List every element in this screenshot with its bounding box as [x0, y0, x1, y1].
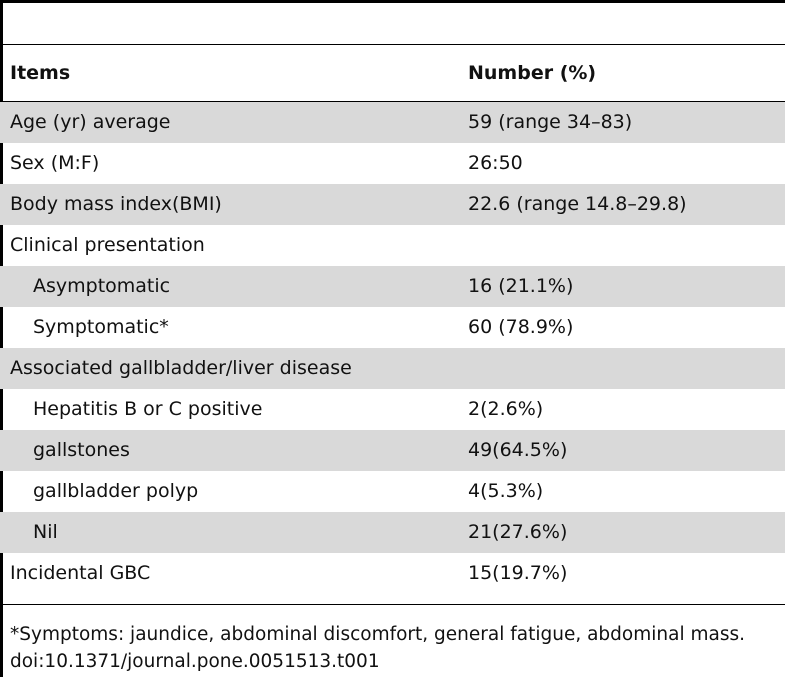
table-footnote: *Symptoms: jaundice, abdominal discomfor… [10, 624, 745, 645]
row-value: 21(27.6%) [468, 521, 568, 543]
row-value: 16 (21.1%) [468, 275, 574, 297]
row-item: Hepatitis B or C positive [33, 398, 263, 420]
row-value: 26:50 [468, 152, 523, 174]
table-bottom-rule [0, 604, 785, 605]
table-row: Incidental GBC 15(19.7%) [0, 553, 785, 594]
row-value: 2(2.6%) [468, 398, 544, 420]
row-value: 60 (78.9%) [468, 316, 574, 338]
row-value: 59 (range 34–83) [468, 111, 633, 133]
table-body: Age (yr) average 59 (range 34–83) Sex (M… [0, 102, 785, 594]
table-top-rule [0, 0, 785, 3]
doi-link[interactable]: doi:10.1371/journal.pone.0051513.t001 [10, 651, 380, 672]
row-item: Incidental GBC [10, 562, 151, 584]
table-header-row: Items Number (%) [0, 45, 785, 101]
table-row: Asymptomatic 16 (21.1%) [0, 266, 785, 307]
row-item: Age (yr) average [10, 111, 171, 133]
table-row: Age (yr) average 59 (range 34–83) [0, 102, 785, 143]
header-number: Number (%) [468, 62, 597, 84]
row-item: Symptomatic* [33, 316, 169, 338]
row-value: 49(64.5%) [468, 439, 568, 461]
row-item: Body mass index(BMI) [10, 193, 222, 215]
row-item: Associated gallbladder/liver disease [10, 357, 352, 379]
row-item: gallbladder polyp [33, 480, 199, 502]
row-value: 4(5.3%) [468, 480, 544, 502]
table-row: Hepatitis B or C positive 2(2.6%) [0, 389, 785, 430]
left-border [0, 0, 3, 677]
table-row: Body mass index(BMI) 22.6 (range 14.8–29… [0, 184, 785, 225]
table-row: Clinical presentation [0, 225, 785, 266]
table-row: Associated gallbladder/liver disease [0, 348, 785, 389]
row-value: 15(19.7%) [468, 562, 568, 584]
table-row: Nil 21(27.6%) [0, 512, 785, 553]
table-row: gallbladder polyp 4(5.3%) [0, 471, 785, 512]
table-row: Symptomatic* 60 (78.9%) [0, 307, 785, 348]
header-items: Items [10, 62, 71, 84]
row-item: Asymptomatic [33, 275, 171, 297]
row-item: Nil [33, 521, 58, 543]
header-bottom-rule [0, 101, 785, 102]
row-item: gallstones [33, 439, 130, 461]
table-row: gallstones 49(64.5%) [0, 430, 785, 471]
row-value: 22.6 (range 14.8–29.8) [468, 193, 687, 215]
row-item: Sex (M:F) [10, 152, 100, 174]
row-item: Clinical presentation [10, 234, 205, 256]
table-row: Sex (M:F) 26:50 [0, 143, 785, 184]
header-top-rule [0, 44, 785, 45]
